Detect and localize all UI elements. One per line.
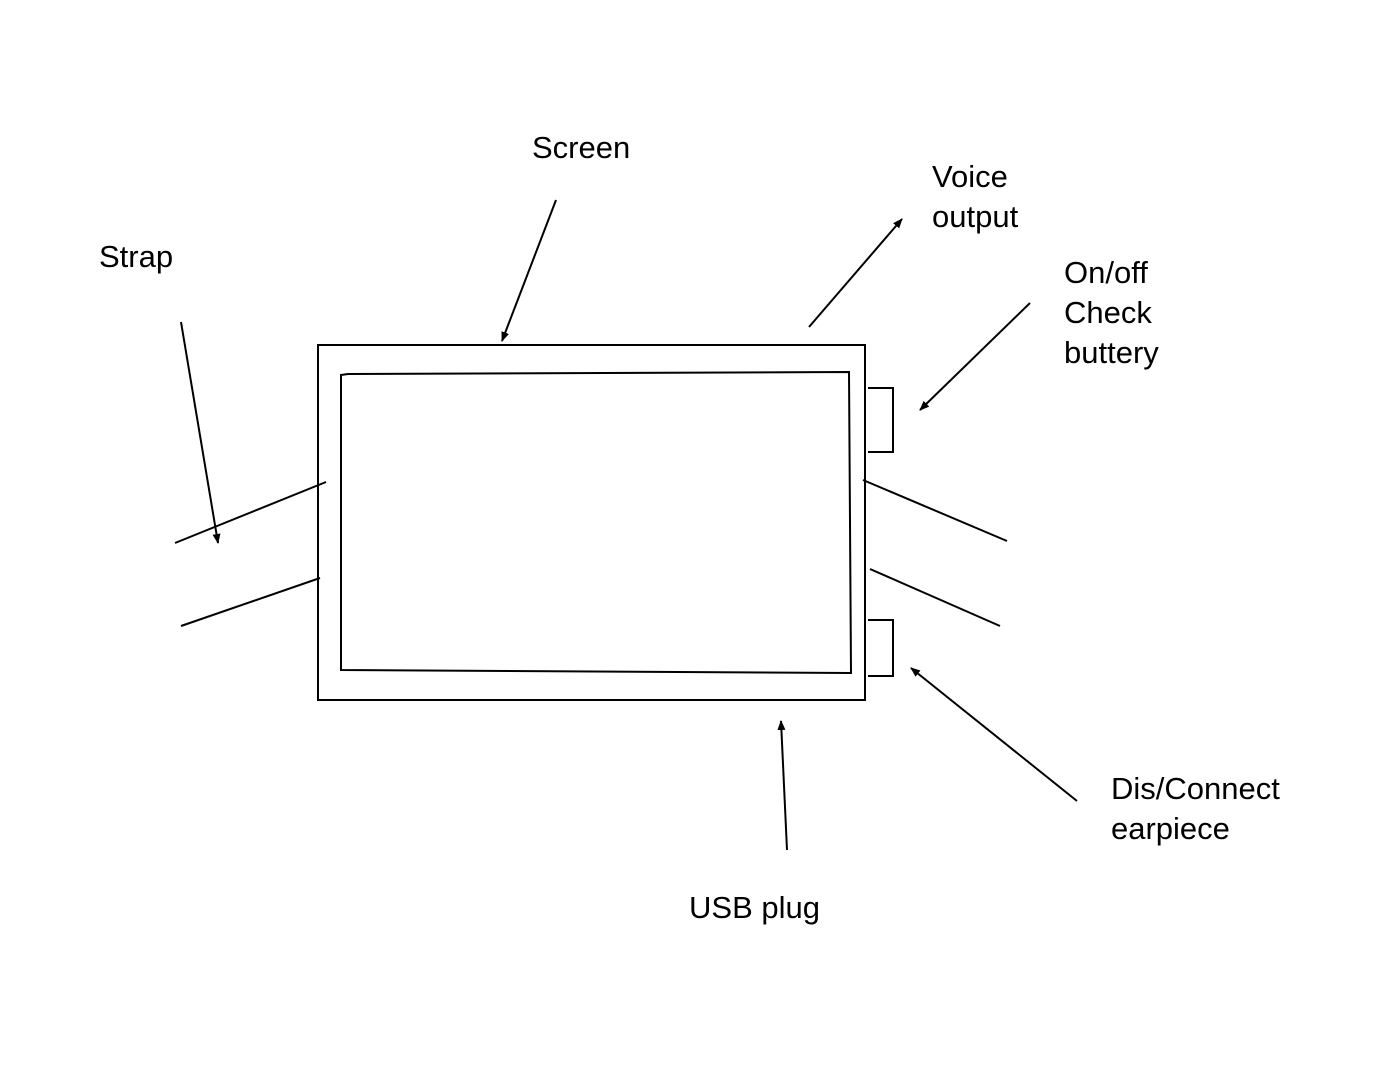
disconnect-label-line: Dis/Connect	[1111, 771, 1280, 806]
power-button	[868, 387, 894, 453]
strap-left-top	[174, 481, 327, 544]
screen-label: Screen	[532, 130, 631, 165]
usb-arrow	[777, 720, 788, 851]
voice-output-label-line: Voice	[932, 159, 1008, 194]
disconnect-label-line: earpiece	[1111, 811, 1230, 846]
screen-arrow	[501, 199, 557, 342]
strap-arrow	[180, 321, 221, 544]
usb-plug-label: USB plug	[689, 890, 820, 925]
voice-output-label: Voice output	[932, 157, 1018, 237]
on-off-arrow	[919, 302, 1031, 411]
disconnect-arrow	[910, 667, 1078, 802]
on-off-label-line: Check	[1064, 295, 1152, 330]
earpiece-button	[868, 619, 894, 677]
disconnect-earpiece-label: Dis/Connect earpiece	[1111, 769, 1280, 849]
strap-label: Strap	[99, 239, 174, 274]
on-off-label: On/off Check buttery	[1064, 253, 1159, 373]
strap-right-bottom	[869, 568, 1001, 627]
screen-display	[340, 370, 853, 675]
on-off-label-line: On/off	[1064, 255, 1148, 290]
on-off-label-line: buttery	[1064, 335, 1159, 370]
strap-left-bottom	[180, 577, 321, 627]
strap-right-top	[862, 479, 1008, 542]
voice-output-label-line: output	[932, 199, 1019, 234]
voice-output-arrow	[808, 218, 903, 328]
device-body	[317, 344, 866, 701]
